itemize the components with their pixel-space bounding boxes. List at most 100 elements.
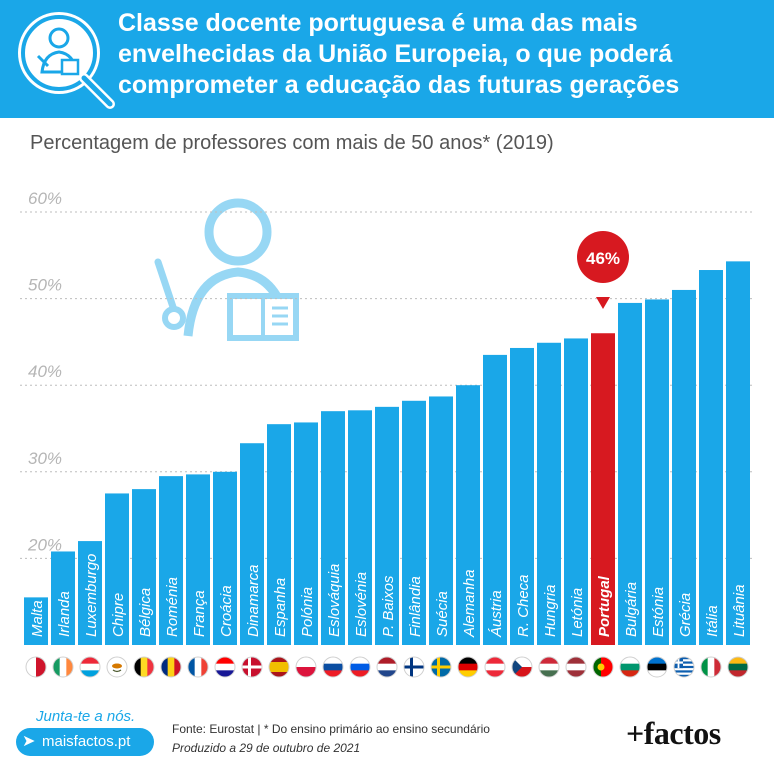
brand-logo: +factos bbox=[626, 715, 721, 751]
bar-chipre bbox=[105, 493, 129, 645]
austria-flag bbox=[484, 656, 506, 678]
category-label: P. Baixos bbox=[380, 575, 397, 637]
category-label: Chipre bbox=[110, 593, 127, 637]
category-label: Dinamarca bbox=[245, 564, 262, 637]
bar-cro-cia bbox=[213, 471, 237, 645]
bar-let-nia bbox=[564, 338, 588, 645]
category-label: Grécia bbox=[677, 593, 694, 637]
bar-litu-nia bbox=[726, 261, 750, 645]
bar-luxemburgo bbox=[78, 541, 102, 645]
lithuania-flag bbox=[727, 656, 749, 678]
category-label: Bélgica bbox=[137, 588, 154, 637]
y-tick-label: 60% bbox=[28, 189, 62, 208]
bar--ustria bbox=[483, 354, 507, 645]
category-label: Malta bbox=[29, 600, 46, 637]
sweden-flag bbox=[430, 656, 452, 678]
y-tick-label: 20% bbox=[27, 535, 62, 554]
category-label: Luxemburgo bbox=[83, 554, 100, 637]
latvia-flag bbox=[565, 656, 587, 678]
paper-plane-icon: ➤ bbox=[22, 733, 36, 750]
category-label: Eslovénia bbox=[353, 572, 370, 637]
bar-p-baixos bbox=[375, 406, 399, 645]
bar-gr-cia bbox=[672, 289, 696, 645]
highlight-value-label: 46% bbox=[586, 249, 620, 268]
greece-flag bbox=[673, 656, 695, 678]
site-link-label: maisfactos.pt bbox=[42, 733, 131, 750]
category-label: R. Checa bbox=[515, 574, 532, 637]
category-label: Lituânia bbox=[731, 584, 748, 637]
y-tick-label: 40% bbox=[28, 362, 62, 381]
category-label: Alemanha bbox=[461, 569, 478, 638]
category-label: Suécia bbox=[434, 591, 451, 637]
source-note: Fonte: Eurostat | * Do ensino primário a… bbox=[172, 722, 490, 736]
slovenia-flag bbox=[349, 656, 371, 678]
slovakia-flag bbox=[322, 656, 344, 678]
bar-it-lia bbox=[699, 270, 723, 645]
site-link-button[interactable]: ➤ maisfactos.pt bbox=[16, 728, 154, 756]
produced-date: Produzido a 29 de outubro de 2021 bbox=[172, 741, 361, 755]
category-label: Bulgária bbox=[623, 582, 640, 637]
bar-dinamarca bbox=[240, 443, 264, 645]
category-label: Croácia bbox=[218, 585, 235, 637]
category-label: Finlândia bbox=[407, 576, 424, 637]
bar-finl-ndia bbox=[402, 400, 426, 645]
category-label: Espanha bbox=[272, 578, 289, 637]
portugal-flag bbox=[592, 656, 614, 678]
bar-pol-nia bbox=[294, 422, 318, 645]
bulgaria-flag bbox=[619, 656, 641, 678]
teacher-illustration bbox=[154, 198, 299, 341]
bar-fran-a bbox=[186, 474, 210, 645]
bar-hungria bbox=[537, 342, 561, 645]
bar-malta bbox=[24, 597, 48, 645]
bar-bulg-ria bbox=[618, 302, 642, 645]
chart-subtitle: Percentagem de professores com mais de 5… bbox=[30, 132, 554, 154]
category-label: Polónia bbox=[299, 587, 316, 637]
france-flag bbox=[187, 656, 209, 678]
bar-alemanha bbox=[456, 385, 480, 645]
bar-b-lgica bbox=[132, 489, 156, 645]
highlight-pointer bbox=[596, 297, 610, 309]
romania-flag bbox=[160, 656, 182, 678]
category-label: Estónia bbox=[650, 587, 667, 637]
luxembourg-flag bbox=[79, 656, 101, 678]
header-banner: Classe docente portuguesa é uma das mais… bbox=[0, 0, 774, 118]
category-label: Itália bbox=[704, 605, 721, 637]
italy-flag bbox=[700, 656, 722, 678]
highlight-badge bbox=[577, 231, 629, 283]
ireland-flag bbox=[52, 656, 74, 678]
czechia-flag bbox=[511, 656, 533, 678]
spain-flag bbox=[268, 656, 290, 678]
bar-irlanda bbox=[51, 551, 75, 645]
bar-eslov-nia bbox=[348, 410, 372, 645]
malta-flag bbox=[25, 656, 47, 678]
y-tick-label: 30% bbox=[28, 449, 62, 468]
category-label: Portugal bbox=[596, 575, 613, 637]
category-label: Letónia bbox=[569, 588, 586, 637]
croatia-flag bbox=[214, 656, 236, 678]
denmark-flag bbox=[241, 656, 263, 678]
bar-portugal bbox=[591, 333, 615, 645]
bar-r-checa bbox=[510, 347, 534, 645]
poland-flag bbox=[295, 656, 317, 678]
bar-rom-nia bbox=[159, 476, 183, 645]
category-label: Hungria bbox=[542, 584, 559, 637]
bar-su-cia bbox=[429, 396, 453, 645]
y-tick-label: 50% bbox=[28, 276, 62, 295]
page-title: Classe docente portuguesa é uma das mais… bbox=[118, 9, 680, 99]
cyprus-flag bbox=[106, 656, 128, 678]
category-label: França bbox=[191, 590, 208, 637]
finland-flag bbox=[403, 656, 425, 678]
category-label: Roménia bbox=[164, 577, 181, 637]
category-label: Irlanda bbox=[56, 591, 73, 637]
bar-eslov-quia bbox=[321, 411, 345, 645]
netherlands-flag bbox=[376, 656, 398, 678]
bar-est-nia bbox=[645, 299, 669, 645]
category-label: Eslováquia bbox=[326, 564, 343, 637]
germany-flag bbox=[457, 656, 479, 678]
category-label: Áustria bbox=[488, 590, 505, 638]
join-text: Junta-te a nós. bbox=[36, 708, 136, 725]
teacher-magnifier-icon bbox=[18, 12, 115, 109]
bar-espanha bbox=[267, 424, 291, 645]
estonia-flag bbox=[646, 656, 668, 678]
